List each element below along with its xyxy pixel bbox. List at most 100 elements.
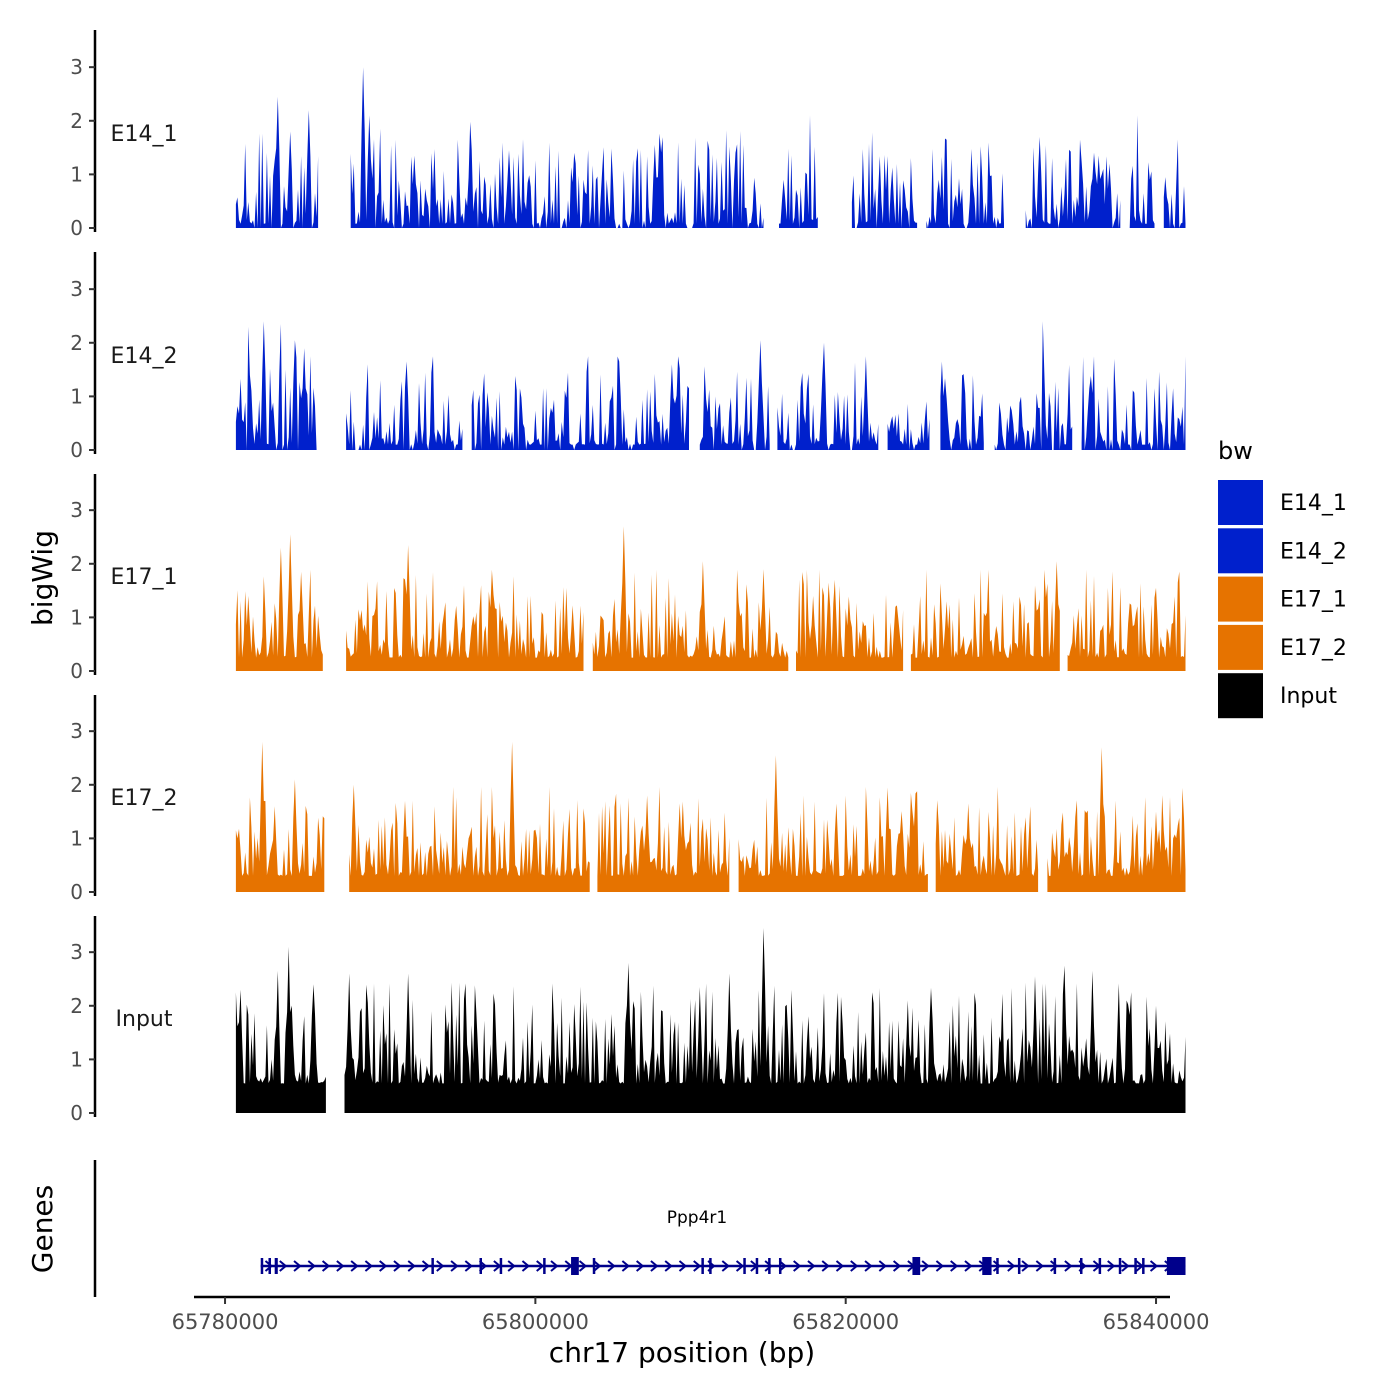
strand-arrow <box>464 1260 473 1272</box>
track-label: E14_2 <box>111 344 178 369</box>
exon <box>982 1257 992 1275</box>
strand-arrow <box>1064 1260 1073 1272</box>
exon <box>1098 1258 1102 1274</box>
y-tick-label: 0 <box>70 216 83 240</box>
area-mark-e17-1 <box>910 561 1060 671</box>
y-tick-label: 2 <box>70 773 83 797</box>
strand-arrow <box>436 1260 445 1272</box>
area-mark-e17-1 <box>796 569 904 671</box>
x-tick-label: 65780000 <box>172 1310 279 1334</box>
track-label: E17_1 <box>111 565 178 590</box>
exon <box>709 1258 712 1274</box>
y-tick-label: 0 <box>70 880 83 904</box>
exon <box>431 1258 434 1274</box>
strand-arrow <box>835 1260 845 1272</box>
exon <box>543 1258 546 1274</box>
strand-arrow <box>678 1260 688 1272</box>
legend-key-e14-2 <box>1218 528 1263 574</box>
strand-arrow <box>621 1260 630 1272</box>
strand-arrow <box>950 1260 959 1272</box>
strand-arrow <box>1007 1260 1016 1272</box>
track-label: E17_2 <box>111 786 178 811</box>
strand-arrow <box>635 1260 645 1272</box>
strand-arrow <box>507 1260 516 1272</box>
strand-arrow <box>850 1260 859 1272</box>
area-mark-e14-2 <box>235 321 319 450</box>
strand-arrow <box>793 1260 802 1272</box>
x-tick-label: 65820000 <box>792 1310 899 1334</box>
exon <box>768 1258 771 1274</box>
area-mark-e14-1 <box>926 138 1004 228</box>
area-mark-e17-2 <box>349 741 590 892</box>
strand-arrow <box>693 1260 702 1272</box>
area-mark-e17-2 <box>597 786 730 892</box>
legend-title: bw <box>1218 437 1253 465</box>
y-tick-label: 2 <box>70 109 83 133</box>
strand-arrow <box>735 1260 745 1272</box>
y-tick-label: 1 <box>70 384 83 408</box>
exon <box>1053 1258 1057 1274</box>
area-mark-e14-2 <box>887 401 930 450</box>
exon <box>743 1258 746 1274</box>
legend-label: E14_2 <box>1280 539 1347 564</box>
area-mark-e14-2 <box>471 356 689 450</box>
strand-arrow <box>1149 1260 1159 1272</box>
track-e14-1: 0 1 2 3 E14_1 <box>70 30 1186 240</box>
exon <box>1080 1258 1083 1274</box>
strand-arrow <box>336 1260 345 1272</box>
strand-arrow <box>593 1260 602 1272</box>
area-mark-e17-1 <box>1067 569 1186 671</box>
y-tick-label: 3 <box>70 55 83 79</box>
exon <box>1118 1258 1122 1274</box>
y-tick-label: 2 <box>70 994 83 1018</box>
area-mark-e17-1 <box>346 545 584 671</box>
legend-key-e17-1 <box>1218 576 1263 622</box>
exon <box>1166 1257 1186 1275</box>
strand-arrow <box>264 1260 274 1272</box>
strand-arrow <box>664 1260 673 1272</box>
y-tick-label: 1 <box>70 826 83 850</box>
area-mark-input <box>344 928 1186 1113</box>
strand-arrow <box>1121 1260 1130 1272</box>
strand-arrow <box>450 1260 459 1272</box>
area-mark-e14-1 <box>350 67 764 228</box>
strand-arrow <box>721 1260 730 1272</box>
legend-label: E17_1 <box>1280 588 1347 613</box>
strand-arrow <box>807 1260 816 1272</box>
x-axis-title: chr17 position (bp) <box>549 1336 815 1369</box>
area-mark-e14-1 <box>779 115 818 228</box>
exon <box>778 1258 782 1274</box>
legend-label: E17_2 <box>1280 636 1347 661</box>
exon <box>1142 1258 1145 1274</box>
exon <box>912 1257 921 1275</box>
area-mark-e14-2 <box>346 356 463 450</box>
strand-arrow <box>393 1260 402 1272</box>
strand-arrow <box>650 1260 659 1272</box>
exon <box>755 1258 759 1274</box>
legend: bw E14_1 E14_2 E17_1 E17_2 Input <box>1218 437 1347 719</box>
y-tick-label: 1 <box>70 605 83 629</box>
strand-arrow <box>550 1260 559 1272</box>
y-tick-label: 3 <box>70 940 83 964</box>
y-tick-label: 0 <box>70 1101 83 1125</box>
exon <box>260 1258 264 1274</box>
strand-arrow <box>1021 1260 1030 1272</box>
exon <box>592 1258 596 1274</box>
strand-arrow <box>892 1260 902 1272</box>
strand-arrow <box>364 1260 373 1272</box>
strand-arrow <box>921 1260 930 1272</box>
track-panels: 0 1 2 3 E14_1 0 1 2 3 E14_2 0 1 2 3 E17_1 0 1 2 3 E17_2 0 1 2 3… <box>70 30 1186 1125</box>
gene-panel: Ppp4r1 <box>93 1160 1186 1297</box>
exon <box>571 1257 579 1275</box>
strand-arrow <box>321 1260 331 1272</box>
legend-key-e14-1 <box>1218 480 1263 525</box>
exon <box>479 1258 483 1274</box>
strand-arrow <box>864 1260 873 1272</box>
area-mark-e17-1 <box>235 534 323 671</box>
strand-arrow <box>935 1260 944 1272</box>
strand-arrow <box>421 1260 431 1272</box>
area-mark-e14-1 <box>851 132 918 228</box>
y-tick-label: 2 <box>70 552 83 576</box>
exon <box>499 1258 503 1274</box>
